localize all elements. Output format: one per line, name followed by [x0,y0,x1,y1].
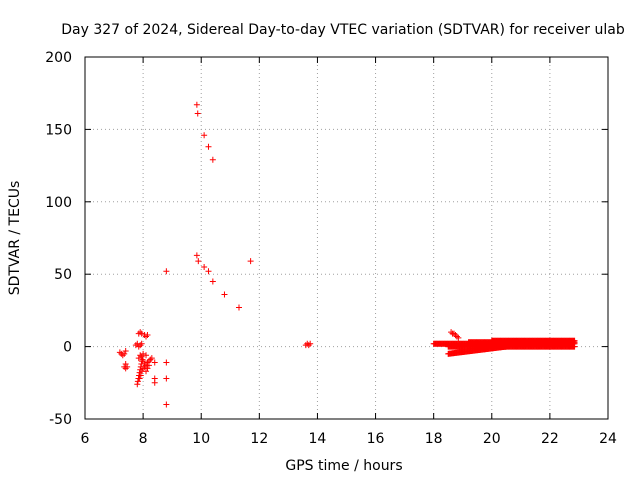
data-point [122,347,129,354]
x-tick-label: 16 [367,431,385,447]
data-point [151,379,158,386]
data-point-dense [571,337,578,344]
data-point [452,332,459,339]
data-point [163,375,170,382]
x-tick-label: 14 [309,431,327,447]
x-tick-label: 18 [425,431,443,447]
data-point [221,291,228,298]
data-point [193,252,200,259]
data-point [138,330,145,337]
data-point [455,334,462,341]
y-tick-label: 50 [54,267,72,283]
data-point [139,356,146,363]
y-tick-label: 100 [45,195,72,211]
data-point [163,359,170,366]
data-point [140,350,147,357]
data-point [144,365,151,372]
data-point [143,352,150,359]
data-point [137,372,144,379]
x-tick-label: 10 [192,431,210,447]
data-point [144,332,151,339]
data-point [134,381,141,388]
data-point [135,343,142,350]
data-point [116,349,123,356]
y-tick-label: 150 [45,122,72,138]
data-point [247,258,254,265]
data-point [143,368,150,375]
data-point [140,358,147,365]
data-point [124,363,131,370]
y-tick-label: -50 [49,412,72,428]
data-point [305,342,312,349]
data-point [451,330,458,337]
data-point [448,329,455,336]
x-tick-label: 12 [250,431,268,447]
data-point [137,342,144,349]
data-point [194,110,201,117]
chart-title: Day 327 of 2024, Sidereal Day-to-day VTE… [61,22,625,38]
data-point [122,360,129,367]
data-point [147,356,154,363]
data-point [137,329,144,336]
data-point [136,375,143,382]
data-point [151,359,158,366]
data-point [195,258,202,265]
x-tick-label: 20 [483,431,501,447]
data-point [235,304,242,311]
plot-frame [84,56,609,420]
data-point [201,132,208,139]
data-point [163,401,170,408]
data-point [121,350,128,357]
data-point [205,268,212,275]
data-point [193,101,200,108]
data-point [148,355,155,362]
data-point [137,352,144,359]
x-tick-label: 22 [541,431,559,447]
data-point [201,263,208,270]
data-point [144,359,151,366]
data-point [453,333,460,340]
data-point [145,362,152,369]
data-point [141,363,148,370]
y-tick-label: 0 [63,340,72,356]
data-point [209,278,216,285]
data-point [307,340,314,347]
data-points [116,101,578,408]
x-tick-label: 8 [139,431,148,447]
data-point [138,353,145,360]
data-point [209,156,216,163]
grid-lines [85,57,608,419]
data-point [135,355,142,362]
axis-ticks: 6 8 10 12 14 16 18 20 22 24 -50 0 50 100 150 200 [45,50,617,447]
data-point [143,333,150,340]
data-point [205,143,212,150]
y-tick-label: 200 [45,50,72,66]
x-tick-label: 6 [81,431,90,447]
x-tick-label: 24 [599,431,617,447]
data-point [163,268,170,275]
data-point [119,352,126,359]
y-axis-label: SDTVAR / TECUs [7,181,23,296]
data-point [138,340,145,347]
x-axis-label: GPS time / hours [285,458,402,474]
